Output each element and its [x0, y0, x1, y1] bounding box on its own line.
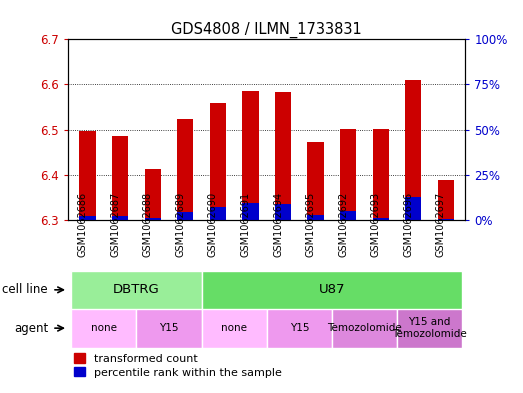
Bar — [201, 309, 267, 348]
Text: none: none — [221, 323, 247, 333]
Text: GSM1062694: GSM1062694 — [273, 192, 283, 257]
Bar — [177, 212, 194, 220]
Bar — [405, 81, 422, 220]
Bar — [397, 309, 462, 348]
Bar — [242, 203, 258, 220]
Text: Y15: Y15 — [159, 323, 179, 333]
Text: Temozolomide: Temozolomide — [327, 323, 402, 333]
Bar — [112, 217, 128, 220]
Bar — [438, 180, 454, 220]
Bar — [372, 129, 389, 220]
Bar — [137, 309, 201, 348]
Text: GSM1062696: GSM1062696 — [403, 192, 413, 257]
Bar — [144, 169, 161, 220]
Bar — [201, 271, 462, 309]
Bar — [267, 309, 332, 348]
Text: GSM1062693: GSM1062693 — [371, 192, 381, 257]
Bar — [275, 204, 291, 220]
Bar — [332, 309, 397, 348]
Bar — [79, 131, 96, 220]
Bar — [405, 196, 422, 220]
Text: GSM1062687: GSM1062687 — [110, 191, 120, 257]
Text: GSM1062690: GSM1062690 — [208, 192, 218, 257]
Bar — [210, 207, 226, 220]
Bar — [144, 218, 161, 220]
Bar — [340, 211, 356, 220]
Text: U87: U87 — [319, 283, 345, 296]
Bar — [112, 136, 128, 220]
Text: GSM1062697: GSM1062697 — [436, 191, 446, 257]
Text: agent: agent — [14, 321, 48, 335]
Bar — [372, 218, 389, 220]
Bar — [308, 215, 324, 220]
Text: DBTRG: DBTRG — [113, 283, 160, 296]
Text: cell line: cell line — [3, 283, 48, 296]
Text: GSM1062688: GSM1062688 — [143, 192, 153, 257]
Legend: transformed count, percentile rank within the sample: transformed count, percentile rank withi… — [74, 353, 281, 378]
Bar — [340, 129, 356, 220]
Text: Y15 and
Temozolomide: Y15 and Temozolomide — [392, 318, 467, 339]
Text: GSM1062686: GSM1062686 — [77, 192, 87, 257]
Bar — [438, 219, 454, 220]
Bar — [242, 91, 258, 220]
Text: none: none — [91, 323, 117, 333]
Bar — [275, 92, 291, 220]
Text: GSM1062695: GSM1062695 — [305, 191, 315, 257]
Bar — [177, 119, 194, 220]
Text: GSM1062689: GSM1062689 — [175, 192, 185, 257]
Title: GDS4808 / ILMN_1733831: GDS4808 / ILMN_1733831 — [172, 22, 362, 38]
Bar — [79, 216, 96, 220]
Bar — [308, 142, 324, 220]
Text: GSM1062691: GSM1062691 — [241, 192, 251, 257]
Bar — [210, 103, 226, 220]
Text: GSM1062692: GSM1062692 — [338, 191, 348, 257]
Bar — [71, 309, 137, 348]
Text: Y15: Y15 — [290, 323, 309, 333]
Bar — [71, 271, 201, 309]
